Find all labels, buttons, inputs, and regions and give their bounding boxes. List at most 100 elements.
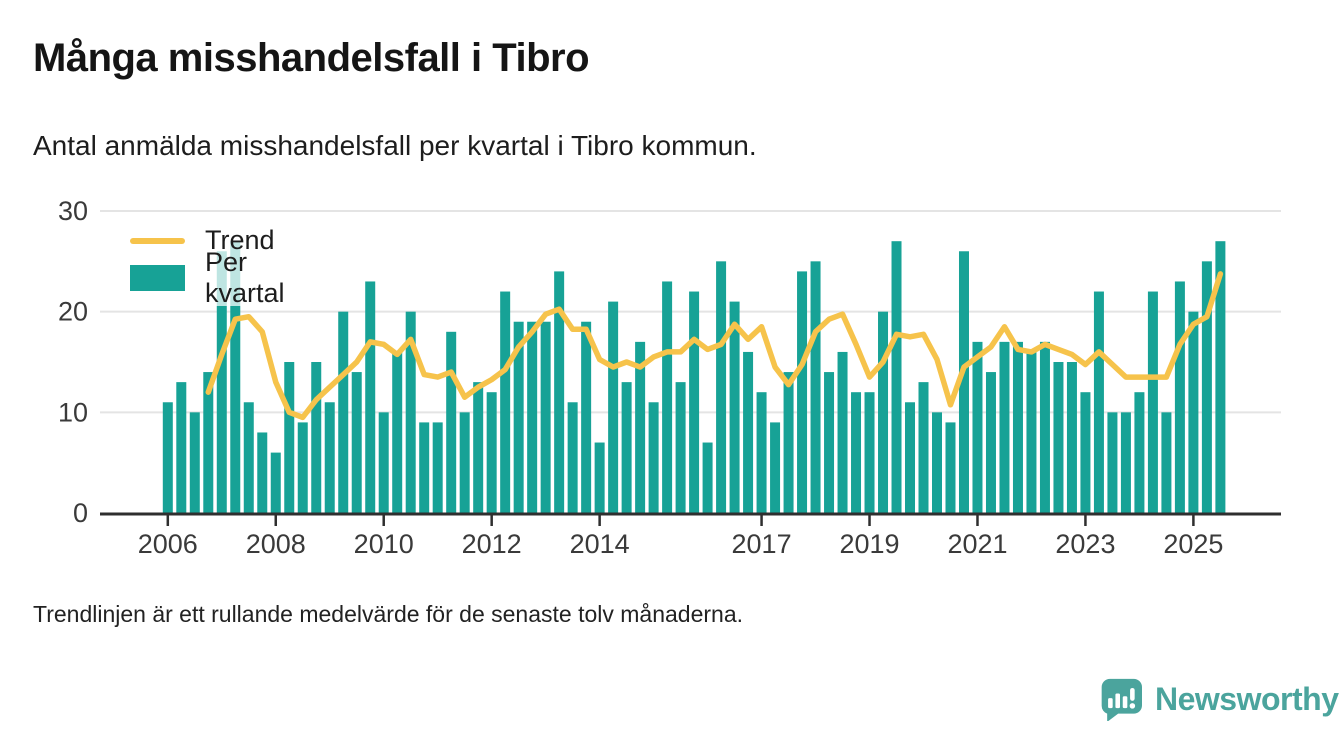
bar-2024-Q4 [1174,281,1185,513]
bar-2010-Q2 [392,351,403,513]
bar-2016-Q4 [743,351,754,513]
bar-2013-Q1 [540,321,551,513]
bar-2019-Q2 [878,311,889,513]
y-tick-label-0: 0 [73,498,88,528]
bar-2020-Q2 [931,412,942,513]
bar-2012-Q4 [527,321,538,513]
bar-2007-Q2 [230,241,241,513]
x-tick-label-2019: 2019 [839,529,899,559]
legend-trend-label: Trend [205,225,275,255]
bar-2024-Q1 [1134,392,1145,513]
bar-2018-Q4 [851,392,862,513]
x-tick-label-2006: 2006 [138,529,198,559]
bar-2012-Q1 [486,392,497,513]
bar-2014-Q4 [635,341,646,513]
bar-2008-Q2 [284,361,295,513]
bar-2013-Q2 [554,271,565,513]
bar-2008-Q4 [311,361,322,513]
bar-2021-Q4 [1012,341,1023,513]
x-tick-label-2010: 2010 [354,529,414,559]
bar-2012-Q2 [500,291,511,513]
bar-2011-Q1 [432,422,443,513]
bar-2025-Q3 [1215,241,1226,513]
bar-2022-Q1 [1026,351,1037,513]
bar-2020-Q1 [918,382,929,513]
bar-2025-Q1 [1188,311,1199,513]
newsworthy-brand: Newsworthy [1098,677,1339,721]
bar-2008-Q3 [297,422,308,513]
bar-2006-Q3 [189,412,200,513]
x-tick-label-2021: 2021 [947,529,1007,559]
legend-bars-label: Per kvartal [205,246,285,308]
x-tick-label-2014: 2014 [570,529,630,559]
bar-2009-Q3 [351,372,362,513]
bar-2018-Q3 [837,351,848,513]
bar-swatch [130,264,185,291]
bar-2014-Q2 [608,301,619,513]
bar-2006-Q1 [162,402,173,513]
newsworthy-logo-icon [1101,678,1142,721]
quarterly-assaults-chart: 0 10 20 30 2006 2008 2010 2012 2014 2017 2019 2021 2… [58,196,1281,559]
newsworthy-brand-name: Newsworthy [1155,680,1339,717]
x-tick-label-2017: 2017 [732,529,792,559]
bar-2019-Q1 [864,392,875,513]
bar-2018-Q1 [810,261,821,513]
bar-2021-Q2 [985,372,996,513]
bar-2019-Q3 [891,241,902,513]
bar-2017-Q4 [797,271,808,513]
bar-2013-Q3 [567,402,578,513]
bar-2019-Q4 [905,402,916,513]
bar-2024-Q3 [1161,412,1172,513]
x-tick-label-2025: 2025 [1163,529,1223,559]
bar-2015-Q4 [689,291,700,513]
bar-2023-Q2 [1093,291,1104,513]
bar-2014-Q3 [621,382,632,513]
bar-2008-Q1 [270,452,281,513]
bar-2022-Q4 [1066,361,1077,513]
x-tick-label-2012: 2012 [462,529,522,559]
bar-2020-Q3 [945,422,956,513]
bar-2010-Q1 [378,412,389,513]
page-subtitle: Antal anmälda misshandelsfall per kvarta… [33,130,757,161]
bar-2014-Q1 [594,442,605,513]
bar-2015-Q3 [675,382,686,513]
bar-2016-Q3 [729,301,740,513]
x-tick-label-2008: 2008 [246,529,306,559]
trend-line [205,271,1224,421]
bar-2022-Q2 [1039,341,1050,513]
trend-line-swatch [130,237,185,244]
legend-item-per-kvartal: Per kvartal [130,247,332,308]
bar-2011-Q3 [459,412,470,513]
bar-2009-Q1 [324,402,335,513]
bar-2021-Q3 [999,341,1010,513]
bar-2015-Q2 [662,281,673,513]
bar-2017-Q1 [756,392,767,513]
bar-2023-Q4 [1120,412,1131,513]
chart-legend: Trend Per kvartal [108,214,348,308]
trend-footnote: Trendlinjen är ett rullande medelvärde f… [33,601,744,627]
bar-2024-Q2 [1147,291,1158,513]
bar-2013-Q4 [581,321,592,513]
bar-2022-Q3 [1053,361,1064,513]
bar-2011-Q2 [446,331,457,513]
y-tick-label-10: 10 [58,397,88,427]
bar-2007-Q4 [257,432,268,513]
bar-2009-Q2 [338,311,349,513]
y-tick-label-20: 20 [58,297,88,327]
bar-2025-Q2 [1201,261,1212,513]
bar-2010-Q3 [405,311,416,513]
bar-2010-Q4 [419,422,430,513]
bar-2021-Q1 [972,341,983,513]
bar-2016-Q2 [716,261,727,513]
bar-2009-Q4 [365,281,376,513]
page-title: Många misshandelsfall i Tibro [33,36,590,80]
bar-2016-Q1 [702,442,713,513]
bar-2006-Q4 [203,372,214,513]
bar-2007-Q3 [243,402,254,513]
bar-2015-Q1 [648,402,659,513]
y-tick-label-30: 30 [58,196,88,226]
bar-2007-Q1 [216,251,227,513]
bar-2012-Q3 [513,321,524,513]
bar-2006-Q2 [176,382,187,513]
